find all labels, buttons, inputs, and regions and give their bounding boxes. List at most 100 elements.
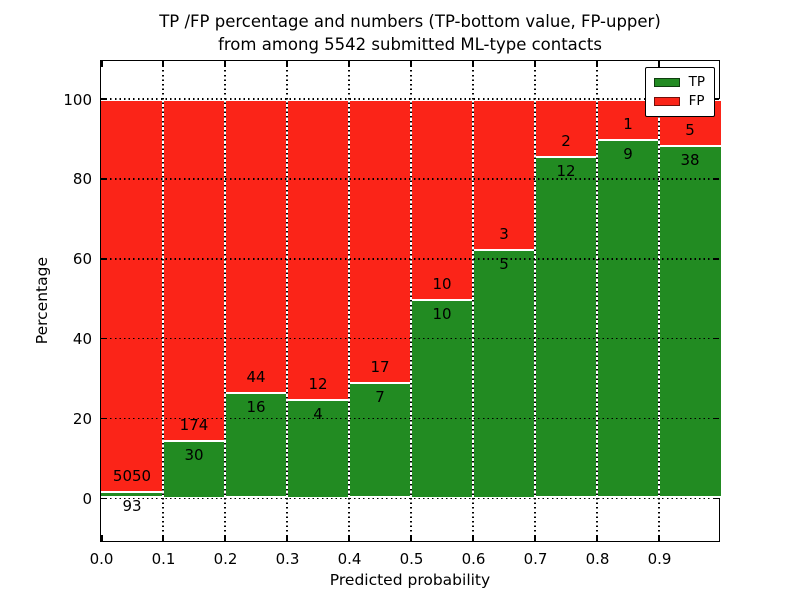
fp-count-label-bin4: 17 xyxy=(370,357,390,376)
x-tick-bottom xyxy=(658,535,660,541)
x-tick-top xyxy=(162,61,164,67)
fp-count-label-bin5: 10 xyxy=(432,274,452,293)
x-tick-bottom xyxy=(348,535,350,541)
x-tick-top xyxy=(534,61,536,67)
tp-count-label-bin5: 10 xyxy=(432,304,452,323)
y-tick-right xyxy=(713,497,719,500)
x-tick-top xyxy=(286,61,288,67)
fp-count-label-bin1: 174 xyxy=(179,415,209,434)
bar-fp-bin2 xyxy=(225,99,287,392)
bar-tp-bin4 xyxy=(349,381,411,499)
bar-tp-bin6 xyxy=(473,248,535,499)
legend-entry-tp: TP xyxy=(653,73,705,92)
chart-title-line1: TP /FP percentage and numbers (TP-bottom… xyxy=(159,12,661,31)
x-tick-top xyxy=(224,61,226,67)
y-tick-label-40: 40 xyxy=(72,330,92,349)
x-tick-bottom xyxy=(101,535,103,541)
x-tick-top xyxy=(658,61,660,67)
gridline-y-100 xyxy=(101,98,719,100)
gridline-x-0.6 xyxy=(472,61,474,541)
y-tick-label-60: 60 xyxy=(72,250,92,269)
gridline-x-0.9 xyxy=(658,61,660,541)
x-axis-label: Predicted probability xyxy=(329,571,491,589)
y-tick-left xyxy=(101,258,107,260)
y-tick-left xyxy=(101,178,107,180)
legend: TP FP xyxy=(644,67,715,117)
x-tick-bottom xyxy=(162,535,164,541)
x-tick-label-0.6: 0.6 xyxy=(461,550,486,568)
x-tick-label-0.0: 0.0 xyxy=(89,550,114,568)
gridline-y-0 xyxy=(101,497,719,500)
x-tick-top xyxy=(101,61,103,67)
bar-fp-bin0 xyxy=(101,99,163,492)
x-tick-label-0.3: 0.3 xyxy=(275,550,300,568)
gridline-x-0.2 xyxy=(224,61,226,541)
y-tick-left xyxy=(101,98,107,100)
chart-title-line2: from among 5542 submitted ML-type contac… xyxy=(218,35,602,54)
bar-fp-bin3 xyxy=(287,99,349,399)
bar-tp-bin2 xyxy=(225,391,287,499)
gridline-x-0.7 xyxy=(534,61,536,541)
y-tick-right xyxy=(713,417,719,420)
fp-count-label-bin3: 12 xyxy=(308,374,328,393)
y-tick-left xyxy=(101,417,107,420)
fp-count-label-bin7: 2 xyxy=(561,132,571,151)
x-tick-top xyxy=(596,61,598,67)
fp-count-label-bin6: 3 xyxy=(499,224,509,243)
fp-count-label-bin0: 5050 xyxy=(112,467,152,486)
y-tick-left xyxy=(101,337,107,340)
bar-tp-bin5 xyxy=(411,298,473,499)
gridline-y-60 xyxy=(101,258,719,260)
x-tick-top xyxy=(410,61,412,67)
chart-title: TP /FP percentage and numbers (TP-bottom… xyxy=(60,10,760,56)
y-tick-right xyxy=(713,337,719,340)
x-tick-label-0.9: 0.9 xyxy=(647,550,672,568)
x-tick-bottom xyxy=(224,535,226,541)
y-tick-left xyxy=(101,497,107,500)
gridline-x-0.5 xyxy=(410,61,412,541)
x-tick-bottom xyxy=(410,535,412,541)
y-tick-label-100: 100 xyxy=(63,90,92,109)
tp-count-label-bin2: 16 xyxy=(246,397,266,416)
x-tick-label-0.4: 0.4 xyxy=(337,550,362,568)
tp-count-label-bin3: 4 xyxy=(313,404,323,423)
gridline-y-40 xyxy=(101,337,719,340)
bar-tp-bin0 xyxy=(101,491,163,499)
bar-fp-bin5 xyxy=(411,99,473,299)
y-tick-label-80: 80 xyxy=(72,170,92,189)
x-tick-label-0.8: 0.8 xyxy=(585,550,610,568)
tp-count-label-bin6: 5 xyxy=(499,254,509,273)
y-tick-right xyxy=(713,98,719,100)
tp-count-label-bin7: 12 xyxy=(556,162,576,181)
bar-fp-bin1 xyxy=(163,99,225,440)
x-tick-top xyxy=(348,61,350,67)
x-tick-bottom xyxy=(596,535,598,541)
y-tick-label-20: 20 xyxy=(72,410,92,429)
x-tick-label-0.5: 0.5 xyxy=(399,550,424,568)
y-tick-label-0: 0 xyxy=(82,490,92,508)
tp-count-label-bin9: 38 xyxy=(680,151,700,170)
gridline-x-0.1 xyxy=(162,61,164,541)
fp-count-label-bin2: 44 xyxy=(246,367,266,386)
bar-tp-bin9 xyxy=(659,145,721,499)
legend-label-tp: TP xyxy=(688,74,705,90)
bar-tp-bin8 xyxy=(597,138,659,499)
x-tick-bottom xyxy=(472,535,474,541)
bar-fp-bin4 xyxy=(349,99,411,382)
legend-label-fp: FP xyxy=(688,93,705,109)
y-tick-right xyxy=(713,178,719,180)
fp-swatch xyxy=(653,97,680,106)
fp-count-label-bin8: 1 xyxy=(623,114,633,133)
gridline-y-20 xyxy=(101,417,719,420)
x-tick-label-0.7: 0.7 xyxy=(523,550,548,568)
x-tick-label-0.1: 0.1 xyxy=(151,550,176,568)
legend-entry-fp: FP xyxy=(653,92,705,111)
bar-tp-bin1 xyxy=(163,439,225,499)
bar-fp-bin7 xyxy=(535,99,597,157)
bar-fp-bin6 xyxy=(473,99,535,249)
y-axis-label-wrap: Percentage xyxy=(30,60,54,542)
tp-count-label-bin4: 7 xyxy=(375,387,385,406)
x-tick-label-0.2: 0.2 xyxy=(213,550,238,568)
x-tick-bottom xyxy=(534,535,536,541)
